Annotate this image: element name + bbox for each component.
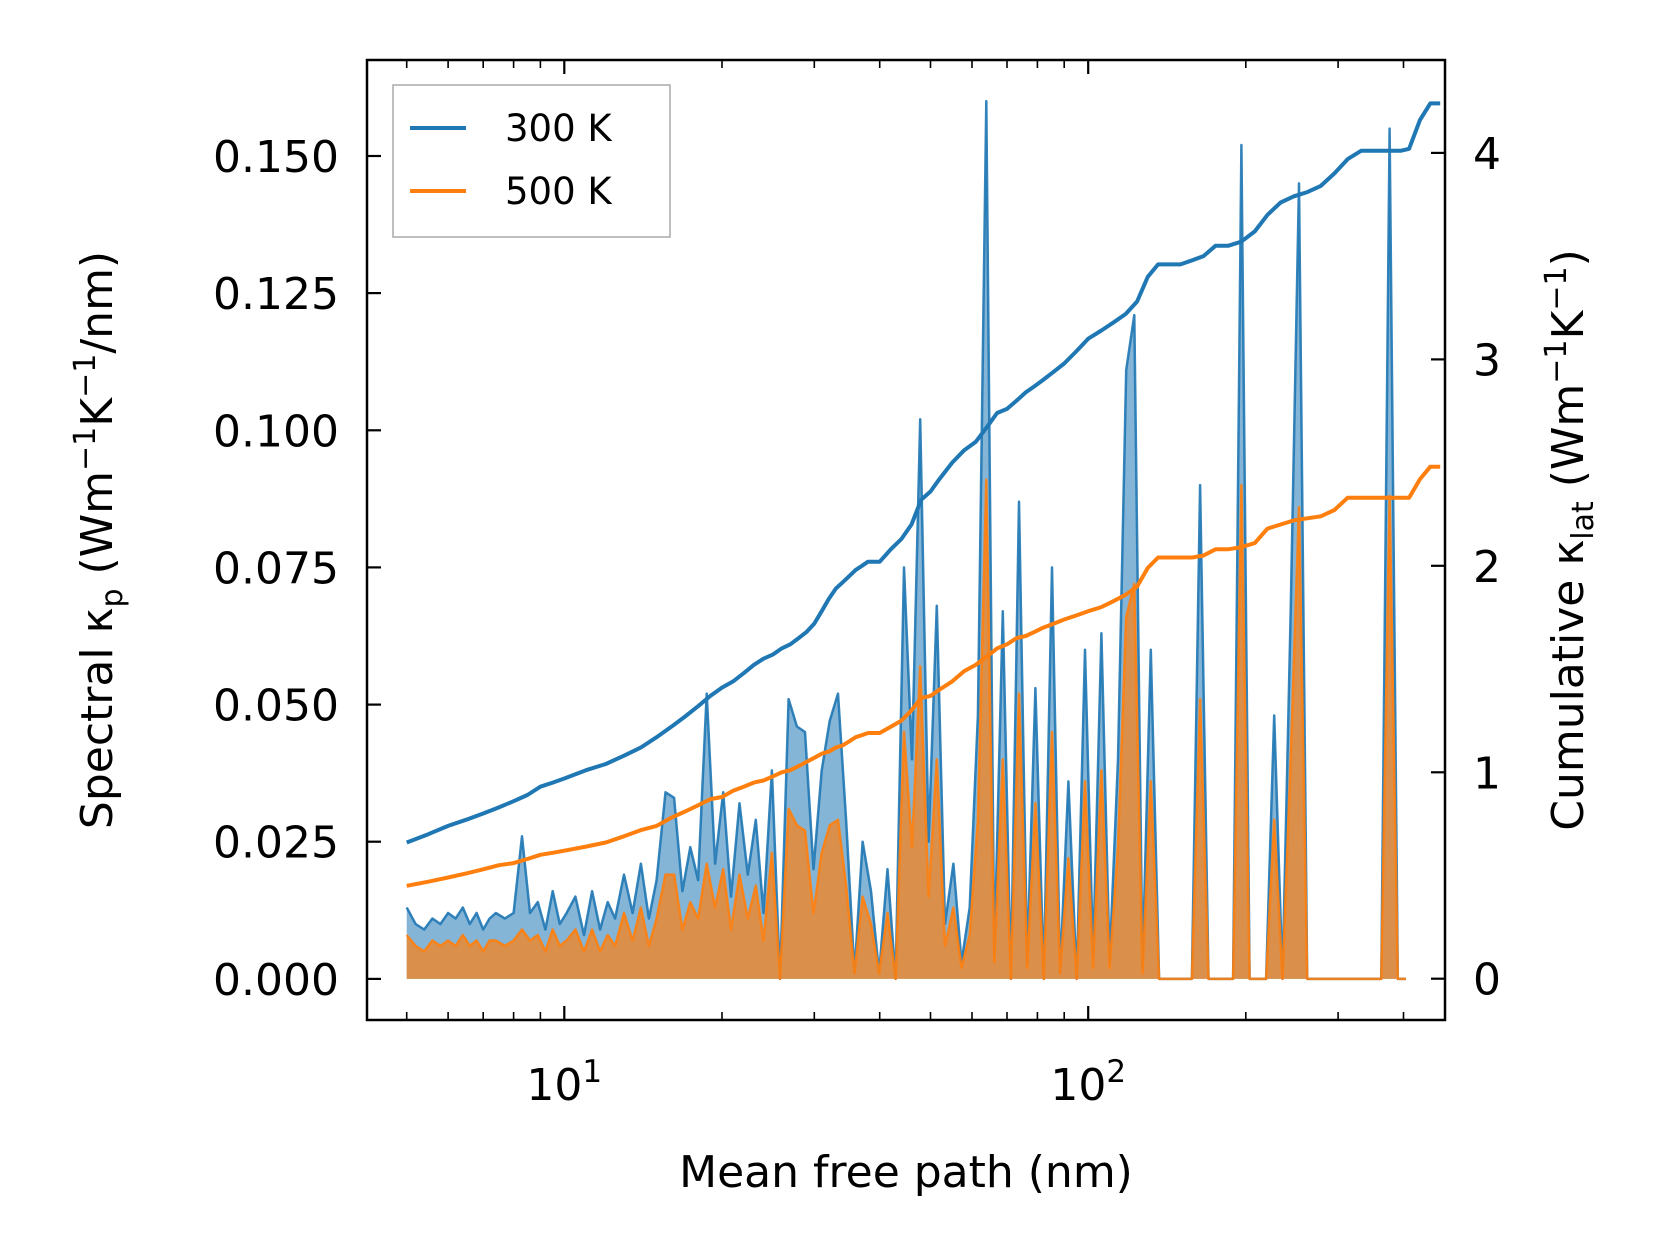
y-left-tick-label: 0.125 <box>213 269 339 320</box>
axis-tick-labels: 101 1020.0000.0250.0500.0750.1000.1250.15… <box>213 129 1501 1111</box>
plot-frame <box>365 58 1447 1022</box>
spectral-fill-areas <box>405 99 1406 981</box>
y-left-tick-label: 0.000 <box>213 955 339 1006</box>
y-right-tick-label: 3 <box>1473 335 1501 386</box>
y-right-tick-label: 0 <box>1473 955 1501 1006</box>
x-axis-label: Mean free path (nm) <box>679 1147 1133 1198</box>
legend: 300 K 500 K <box>392 84 671 238</box>
y-left-tick-label: 0.075 <box>213 543 339 594</box>
spectral-line-500k <box>405 478 1406 981</box>
legend-label-500k: 500 K <box>505 170 613 213</box>
cumulative-line-300k <box>405 101 1441 845</box>
y-right-tick-label: 2 <box>1473 542 1501 593</box>
y-left-tick-label: 0.150 <box>213 132 339 183</box>
y-right-tick-label: 1 <box>1473 748 1501 799</box>
y-right-axis-label: Cumulative κlat (Wm−1K−1) <box>1539 249 1601 831</box>
y-left-axis-label: Spectral κp (Wm−1K−1/nm) <box>68 251 130 829</box>
y-left-tick-label: 0.025 <box>213 818 339 869</box>
y-left-tick-label: 0.100 <box>213 406 339 457</box>
axis-ticks <box>367 60 1445 1020</box>
x-tick-label: 101 <box>526 1054 602 1111</box>
spectral-line-300k <box>405 99 1406 981</box>
x-tick-label: 102 <box>1050 1054 1126 1111</box>
legend-box <box>392 84 671 238</box>
legend-label-300k: 300 K <box>505 107 613 150</box>
cumulative-line-500k <box>406 464 1441 888</box>
y-right-tick-label: 4 <box>1473 129 1501 180</box>
y-left-tick-label: 0.050 <box>213 681 339 732</box>
cumulative-lines <box>405 101 1441 888</box>
